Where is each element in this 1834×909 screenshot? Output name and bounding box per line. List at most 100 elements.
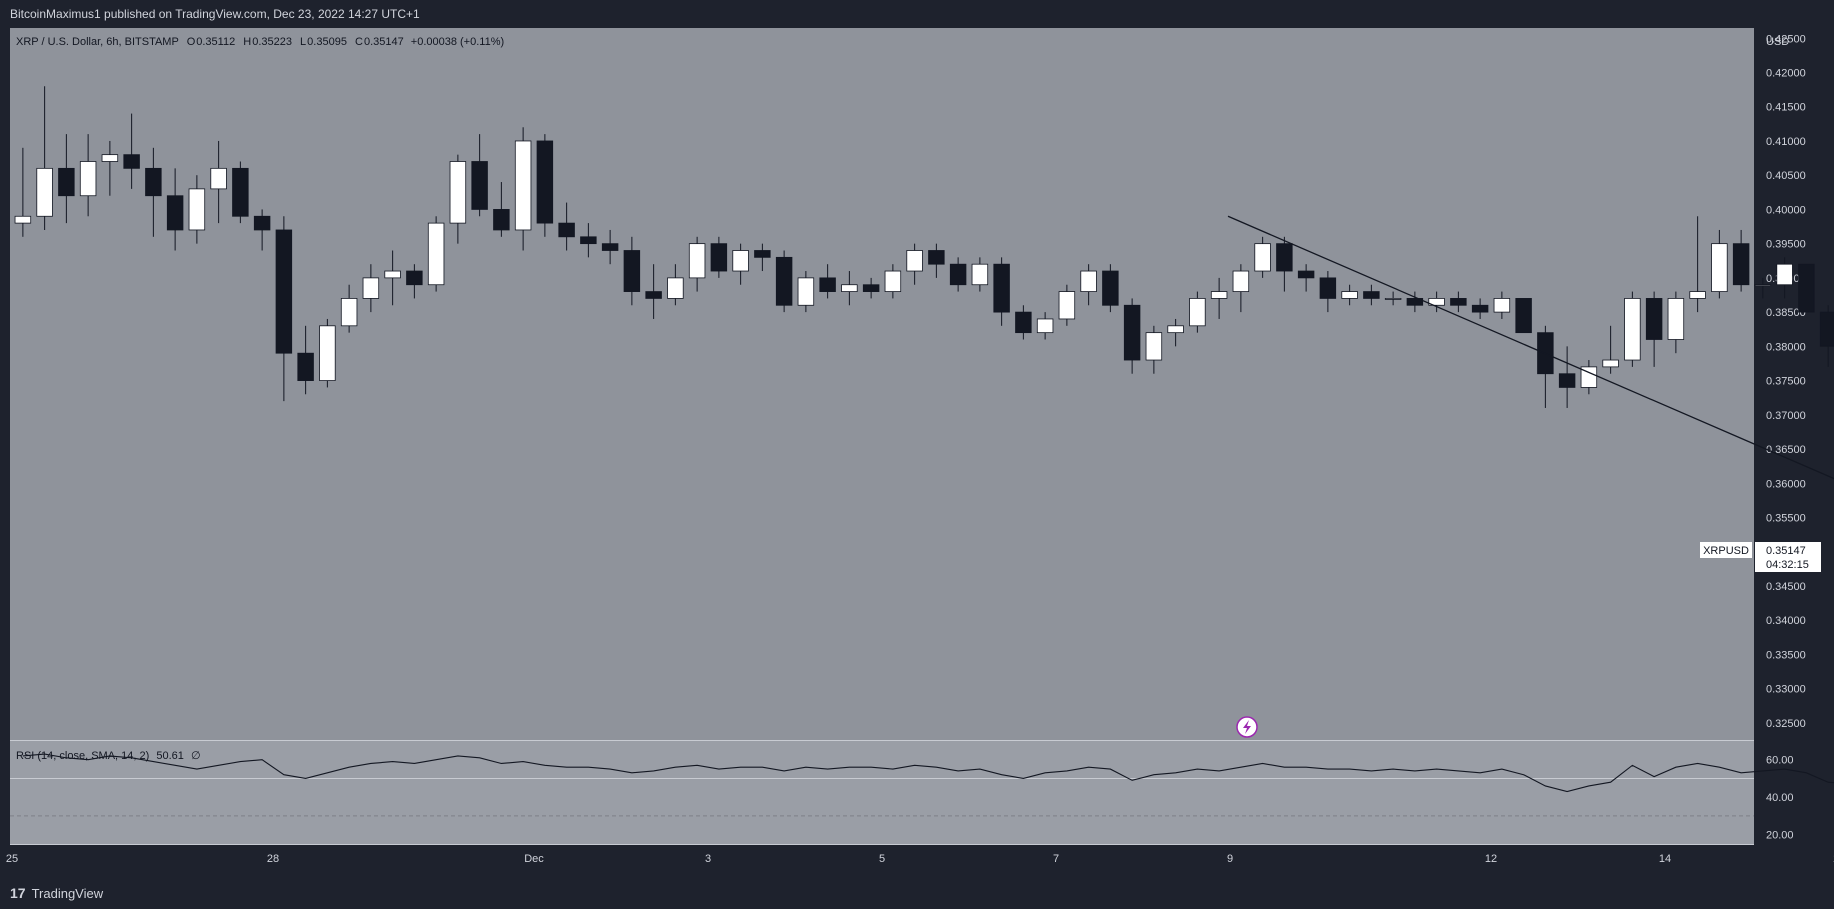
time-tick-label: Dec	[524, 853, 544, 865]
symbol-title: XRP / U.S. Dollar, 6h, BITSTAMP	[16, 36, 179, 48]
price-tick-label: 0.42500	[1766, 33, 1806, 45]
candle-body	[667, 277, 684, 299]
candle-body	[1515, 298, 1532, 334]
candle-body	[1058, 291, 1076, 320]
ohlc-change: +0.00038 (+0.11%)	[411, 36, 504, 48]
candle-body	[1123, 304, 1141, 361]
candle-body	[841, 284, 858, 292]
candle-body	[710, 243, 728, 272]
price-tick-label: 0.33500	[1766, 649, 1806, 661]
candle-body	[1406, 298, 1424, 306]
candle-body	[558, 222, 575, 238]
candle-body	[297, 352, 314, 381]
candle-body	[14, 215, 32, 224]
candle-body	[623, 250, 641, 292]
candle-body	[79, 161, 97, 197]
candle-body	[1471, 304, 1489, 313]
price-pane	[10, 28, 1754, 740]
candles	[14, 86, 1834, 408]
last-price-value: 0.35147	[1766, 545, 1806, 557]
price-tick-label: 0.41000	[1766, 136, 1806, 148]
price-tick-label: 0.37000	[1766, 410, 1806, 422]
rsi-legend: RSI (14, close, SMA, 14, 2) 50.61 ∅	[16, 750, 201, 762]
candle-body	[1232, 270, 1250, 292]
candle-body	[1167, 325, 1184, 334]
rsi-ticks: 60.00 40.00 20.00	[1766, 755, 1794, 842]
rsi-title: RSI (14, close, SMA, 14, 2)	[16, 750, 149, 762]
price-tick-label: 0.38500	[1766, 307, 1806, 319]
time-tick-label: 3	[705, 853, 711, 865]
candle-body	[688, 243, 706, 279]
candle-body	[797, 277, 815, 306]
ohlc-open: 0.35112	[196, 36, 235, 48]
candle-body	[427, 222, 445, 286]
price-tick-label: 0.33000	[1766, 684, 1806, 696]
rsi-line[interactable]	[22, 753, 1834, 823]
candle-body	[1428, 298, 1445, 306]
price-tick-label: 0.36500	[1766, 444, 1806, 456]
candle-body	[1036, 318, 1054, 334]
candle-body	[275, 229, 293, 354]
candle-body	[949, 263, 967, 286]
chart-area[interactable]: 0.42500 0.42000 0.41500 0.41000 0.40500 0.400…	[0, 28, 1834, 877]
candle-body	[884, 270, 902, 292]
candle-body	[906, 250, 923, 272]
price-legend: XRP / U.S. Dollar, 6h, BITSTAMP O0.35112…	[16, 36, 504, 48]
rsi-value-suffix: ∅	[191, 750, 201, 762]
price-tick-label: 0.34000	[1766, 615, 1806, 627]
candle-body	[449, 161, 467, 224]
candle-body	[101, 154, 119, 162]
candle-body	[340, 298, 358, 327]
candle-body	[580, 236, 597, 245]
last-price-symbol: XRPUSD	[1703, 545, 1749, 557]
time-tick-label: 5	[879, 853, 885, 865]
candle-body	[1689, 291, 1706, 299]
candle-body	[1798, 263, 1815, 313]
tradingview-logo[interactable]: 17 TradingView	[10, 885, 103, 901]
price-tick-label: 0.40500	[1766, 170, 1806, 182]
descending-trendline[interactable]	[1227, 215, 1834, 653]
candle-body	[166, 195, 184, 231]
price-axis[interactable]	[1754, 28, 1834, 844]
candle-body	[1624, 298, 1641, 361]
lightning-event-icon[interactable]	[1236, 716, 1258, 738]
candle-body	[1493, 298, 1511, 313]
candle-body	[1754, 284, 1772, 287]
currency-label: USD	[1766, 36, 1789, 48]
candle-body	[971, 263, 989, 286]
time-tick-label: 16	[1833, 853, 1834, 865]
time-axis[interactable]	[0, 845, 1834, 877]
candle-body	[1558, 373, 1576, 388]
candle-body	[145, 167, 162, 197]
candle-body	[319, 325, 336, 381]
candle-body	[1819, 311, 1834, 347]
candle-body	[1254, 243, 1271, 272]
candle-body	[1580, 366, 1598, 388]
tradingview-brand: TradingView	[31, 885, 104, 901]
candle-body	[1015, 311, 1032, 334]
candle-body	[732, 250, 749, 272]
candle-body	[862, 284, 880, 292]
last-price-label[interactable]: XRPUSD 0.35147 04:32:15	[1700, 542, 1821, 572]
rsi-tick-label: 20.00	[1766, 830, 1794, 842]
candle-body	[1276, 243, 1293, 272]
candle-body	[58, 167, 75, 197]
candle-body	[993, 263, 1010, 313]
time-ticks: 2528Dec357912141619212326283020233	[6, 853, 1834, 865]
price-tick-label: 0.41500	[1766, 102, 1806, 114]
candle-body	[601, 243, 619, 251]
candle-body	[123, 154, 140, 169]
publish-line: BitcoinMaximus1 published on TradingView…	[10, 7, 420, 21]
candle-body	[1602, 359, 1619, 368]
time-tick-label: 7	[1053, 853, 1059, 865]
candle-body	[1080, 270, 1097, 292]
rsi-bands	[10, 777, 1754, 817]
ohlc-low: 0.35095	[307, 36, 347, 48]
candle-body	[514, 140, 532, 231]
candle-body	[1319, 277, 1337, 299]
candle-body	[36, 167, 53, 217]
candle-body	[1145, 332, 1163, 361]
price-tick-label: 0.35500	[1766, 513, 1806, 525]
price-tick-label: 0.39500	[1766, 239, 1806, 251]
candle-body	[1384, 298, 1402, 300]
